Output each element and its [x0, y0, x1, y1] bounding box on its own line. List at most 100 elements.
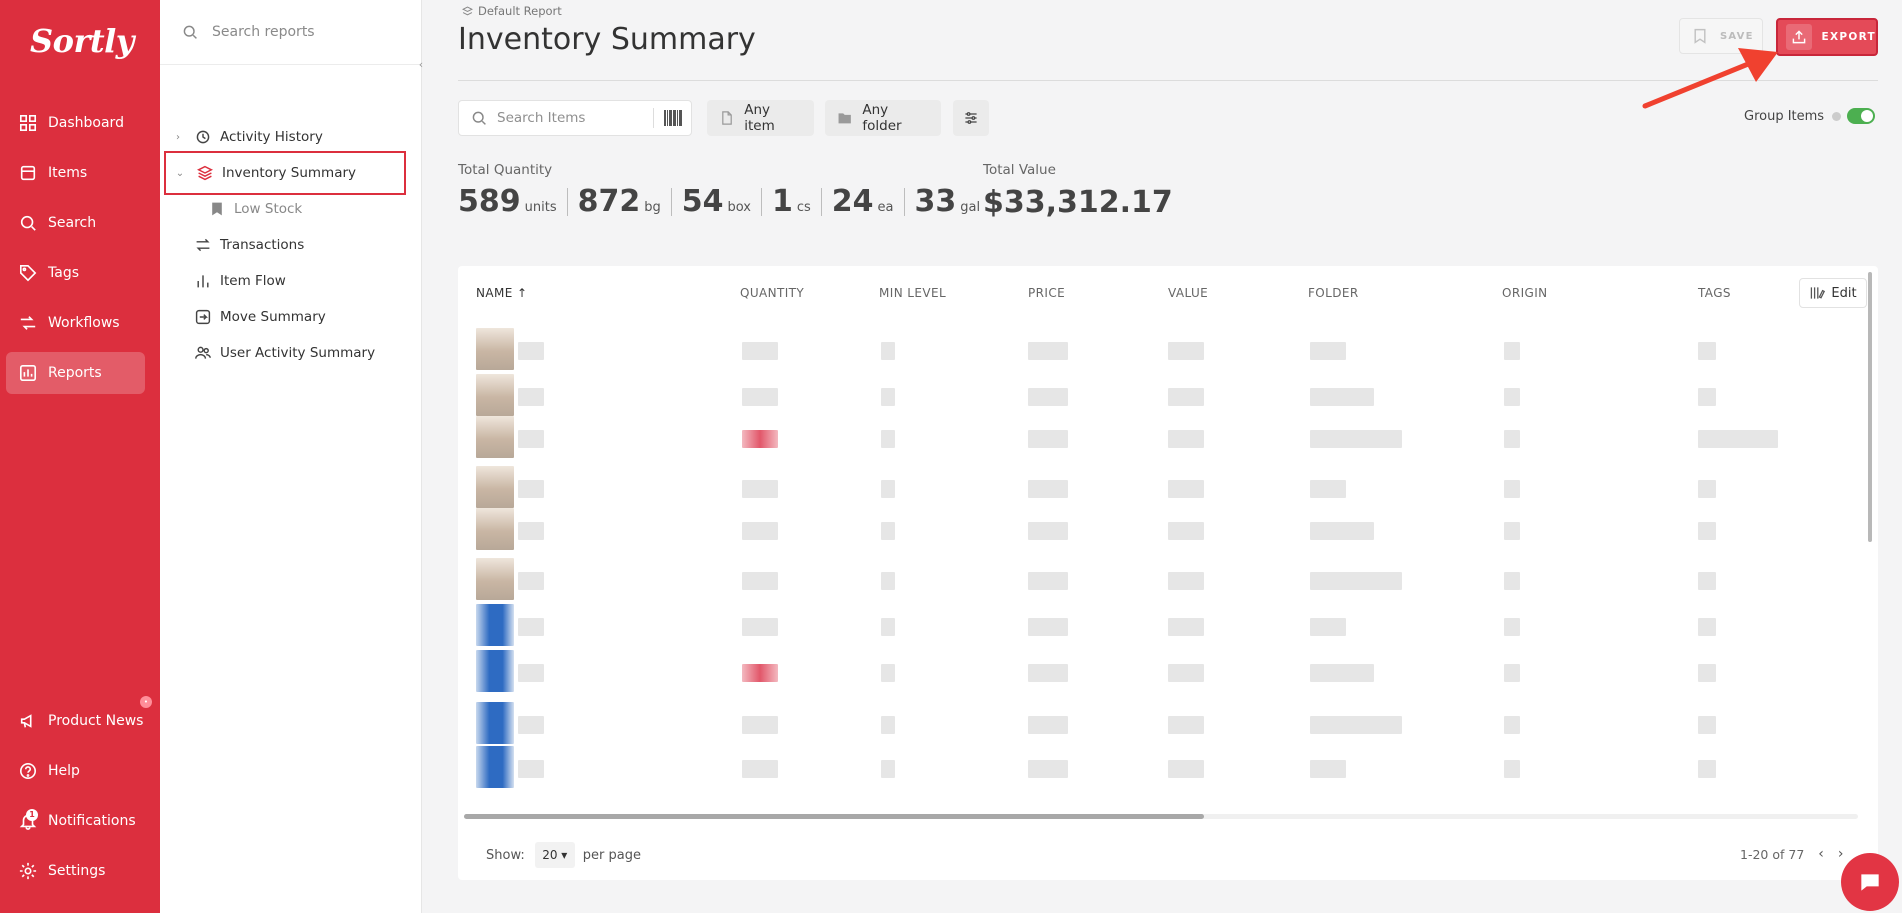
save-button[interactable]: SAVE: [1679, 18, 1763, 54]
total-value-label: Total Value: [983, 162, 1056, 178]
search-reports-input[interactable]: [212, 24, 392, 40]
blurred-cell: [518, 522, 544, 540]
nav-product-news-label: Product News: [48, 713, 144, 729]
search-icon: [183, 25, 197, 39]
filter-settings-button[interactable]: [953, 100, 989, 136]
any-folder-filter[interactable]: Any folder: [825, 100, 941, 136]
item-thumbnail: [476, 650, 514, 692]
any-item-label: Any item: [744, 102, 775, 134]
table-row[interactable]: [458, 328, 1858, 378]
blurred-cell: [742, 664, 778, 682]
blurred-cell: [518, 388, 544, 406]
nav-reports[interactable]: Reports: [6, 352, 145, 394]
blurred-cell: [742, 760, 778, 778]
table-row[interactable]: [458, 508, 1858, 558]
table-row[interactable]: [458, 604, 1858, 654]
report-label: Activity History: [220, 129, 323, 145]
blurred-cell: [518, 342, 544, 360]
blurred-cell: [518, 572, 544, 590]
breadcrumb-text[interactable]: Default Report: [478, 4, 562, 18]
report-activity-history[interactable]: › Activity History: [172, 122, 402, 152]
nav-notifications[interactable]: Notifications: [6, 800, 145, 842]
report-transactions[interactable]: Transactions: [172, 230, 402, 260]
table-row[interactable]: [458, 650, 1858, 700]
table-row[interactable]: [458, 702, 1858, 752]
search-items-input[interactable]: [497, 110, 647, 126]
collapse-panel-handle[interactable]: ‹: [418, 58, 424, 71]
report-inventory-summary[interactable]: ⌄ Inventory Summary: [164, 151, 406, 195]
blurred-cell: [881, 572, 895, 590]
table-row[interactable]: [458, 416, 1858, 466]
blurred-cell: [1028, 618, 1068, 636]
report-user-activity-summary[interactable]: User Activity Summary: [172, 338, 402, 368]
sliders-icon: [965, 112, 977, 124]
blurred-cell: [1504, 572, 1520, 590]
report-label: Low Stock: [234, 201, 303, 217]
quantity-entry: 872 bg: [578, 187, 672, 217]
nav-items-label: Items: [48, 165, 88, 181]
info-icon[interactable]: [1832, 111, 1842, 121]
prev-page-button[interactable]: ‹: [1818, 846, 1824, 862]
search-icon: [18, 213, 38, 233]
nav-items[interactable]: Items: [6, 152, 145, 194]
blurred-cell: [1310, 388, 1374, 406]
table-row[interactable]: [458, 374, 1858, 424]
export-button[interactable]: EXPORT: [1776, 18, 1878, 56]
blurred-cell: [1698, 618, 1716, 636]
blurred-cell: [881, 716, 895, 734]
scroll-thumb[interactable]: [464, 814, 1204, 819]
group-items-toggle[interactable]: [1847, 108, 1876, 124]
chevron-down-icon[interactable]: ⌄: [175, 167, 185, 179]
column-header-folder[interactable]: FOLDER: [1308, 286, 1359, 300]
report-move-summary[interactable]: Move Summary: [172, 302, 402, 332]
nav-reports-label: Reports: [48, 365, 102, 381]
blurred-cell: [518, 618, 544, 636]
table-row[interactable]: [458, 746, 1858, 796]
save-label: SAVE: [1720, 30, 1754, 42]
column-header-name[interactable]: NAME ↑: [476, 286, 528, 300]
blurred-cell: [1504, 618, 1520, 636]
nav-settings-label: Settings: [48, 863, 106, 879]
blurred-cell: [1698, 522, 1716, 540]
blurred-cell: [1028, 664, 1068, 682]
nav-help[interactable]: Help: [6, 750, 145, 792]
column-header-price[interactable]: PRICE: [1028, 286, 1066, 300]
item-thumbnail: [476, 604, 514, 646]
chevron-right-icon[interactable]: ›: [176, 131, 180, 143]
blurred-cell: [742, 522, 778, 540]
vertical-scrollbar[interactable]: [1868, 272, 1872, 542]
blurred-cell: [1168, 760, 1204, 778]
edit-label: Edit: [1831, 285, 1857, 301]
nav-search[interactable]: Search: [6, 202, 145, 244]
nav-dashboard[interactable]: Dashboard: [6, 102, 145, 144]
table-row[interactable]: [458, 466, 1858, 516]
sortly-logo[interactable]: Sortly: [30, 22, 134, 60]
column-header-value[interactable]: VALUE: [1168, 286, 1209, 300]
per-page-select[interactable]: 20 ▾: [534, 842, 575, 868]
edit-columns-button[interactable]: Edit: [1799, 278, 1867, 308]
blurred-cell: [742, 572, 778, 590]
barcode-icon[interactable]: [664, 110, 682, 126]
report-item-flow[interactable]: Item Flow: [172, 266, 402, 296]
column-header-quantity[interactable]: QUANTITY: [740, 286, 805, 300]
quantity-entry: 33 gal: [914, 184, 981, 219]
blurred-cell: [1028, 480, 1068, 498]
nav-product-news[interactable]: Product News: [6, 700, 145, 742]
nav-tags[interactable]: Tags: [6, 252, 145, 294]
horizontal-scrollbar[interactable]: [464, 814, 1858, 819]
report-low-stock[interactable]: Low Stock: [208, 194, 438, 224]
blurred-cell: [1698, 760, 1716, 778]
chat-button[interactable]: [1841, 853, 1899, 911]
bar-chart-icon: [194, 272, 212, 290]
table-row[interactable]: [458, 558, 1858, 608]
nav-workflows[interactable]: Workflows: [6, 302, 145, 344]
blurred-cell: [1168, 522, 1204, 540]
folder-icon: [838, 113, 851, 124]
next-page-button[interactable]: ›: [1837, 846, 1844, 862]
column-header-tags[interactable]: TAGS: [1698, 286, 1731, 300]
move-icon: [194, 308, 212, 326]
column-header-min-level[interactable]: MIN LEVEL: [879, 286, 947, 300]
nav-settings[interactable]: Settings: [6, 850, 145, 892]
any-item-filter[interactable]: Any item: [707, 100, 814, 136]
column-header-origin[interactable]: ORIGIN: [1502, 286, 1548, 300]
